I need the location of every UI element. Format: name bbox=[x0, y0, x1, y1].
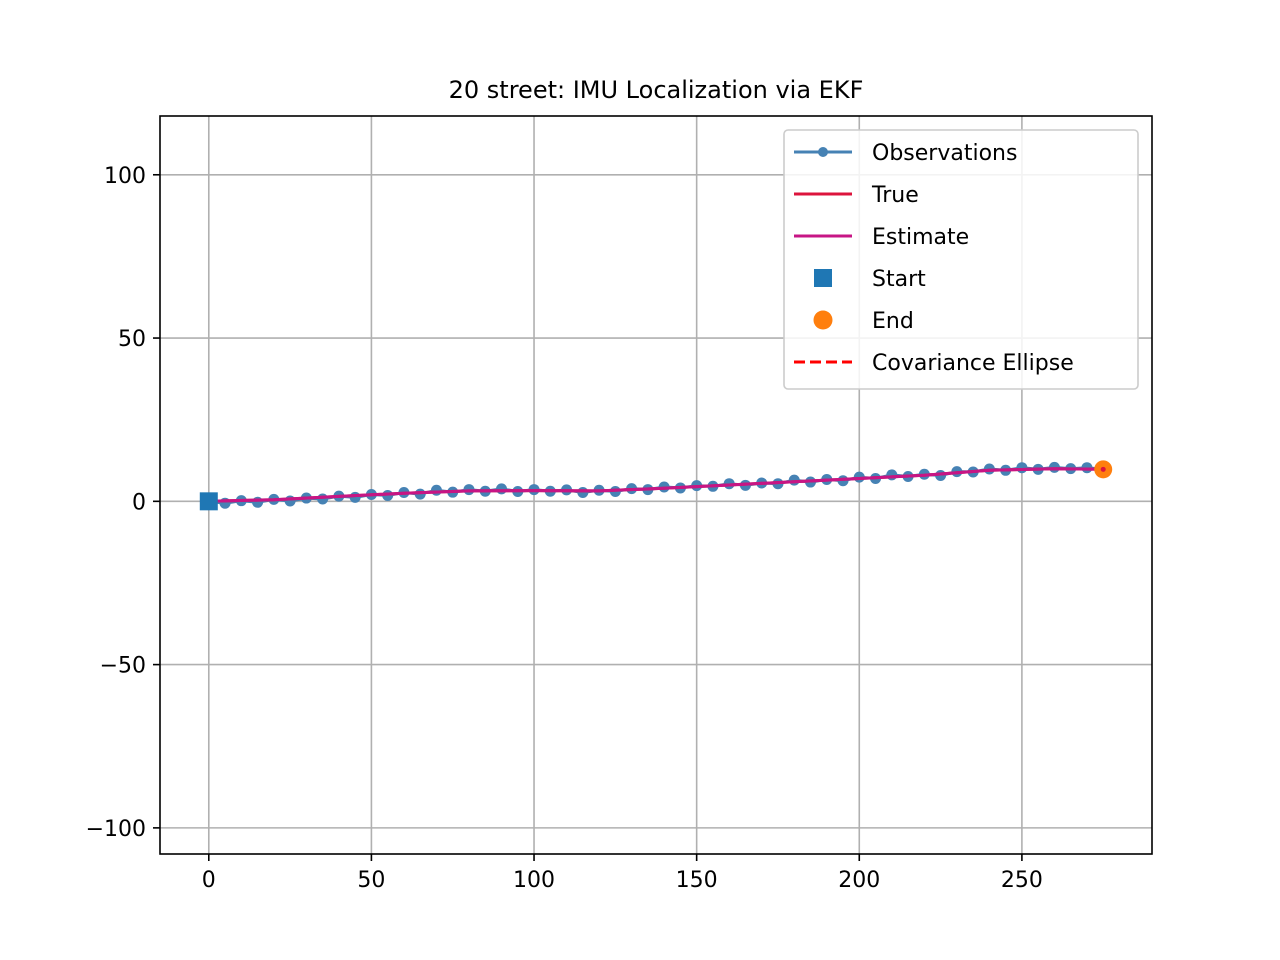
x-tick-label: 50 bbox=[357, 868, 385, 893]
y-tick-label: −100 bbox=[86, 817, 146, 842]
observation-point bbox=[1016, 462, 1028, 474]
legend: Observations True Estimate Start End Covarian… bbox=[783, 129, 1139, 390]
observation-point bbox=[284, 495, 296, 507]
y-tick-label: 100 bbox=[104, 164, 146, 189]
legend-start-label: Start bbox=[872, 267, 926, 292]
axis-ticks: 0 50 100 150 200 250 100 50 0 −50 −100 bbox=[86, 164, 1043, 893]
legend-start-swatch bbox=[814, 269, 832, 287]
y-tick-label: 0 bbox=[132, 490, 146, 515]
x-tick-label: 0 bbox=[202, 868, 216, 893]
observation-point bbox=[430, 484, 442, 496]
legend-true-label: True bbox=[871, 183, 919, 208]
legend-estimate-label: Estimate bbox=[872, 225, 969, 250]
x-tick-label: 150 bbox=[676, 868, 718, 893]
observation-point bbox=[496, 483, 508, 495]
chart-title: 20 street: IMU Localization via EKF bbox=[449, 76, 864, 104]
observation-point bbox=[317, 493, 329, 505]
y-tick-label: 50 bbox=[118, 327, 146, 352]
observation-point bbox=[886, 469, 898, 481]
observation-point bbox=[577, 487, 589, 499]
estimate-line bbox=[208, 467, 1104, 503]
legend-covariance-ellipse-label: Covariance Ellipse bbox=[872, 351, 1074, 376]
x-tick-label: 200 bbox=[838, 868, 880, 893]
x-tick-label: 250 bbox=[1001, 868, 1043, 893]
legend-box bbox=[783, 129, 1139, 390]
legend-end-swatch bbox=[813, 310, 833, 330]
legend-end-label: End bbox=[872, 309, 914, 334]
legend-observations-label: Observations bbox=[872, 141, 1017, 166]
covariance-ellipse bbox=[1100, 466, 1106, 472]
y-tick-label: −50 bbox=[100, 654, 146, 679]
axes-frame bbox=[159, 115, 1153, 855]
start-marker bbox=[199, 492, 218, 511]
plot-area bbox=[199, 460, 1113, 511]
legend-observations-marker bbox=[818, 147, 828, 157]
observation-point bbox=[349, 491, 361, 503]
x-tick-label: 100 bbox=[513, 868, 555, 893]
observation-point bbox=[252, 496, 264, 508]
